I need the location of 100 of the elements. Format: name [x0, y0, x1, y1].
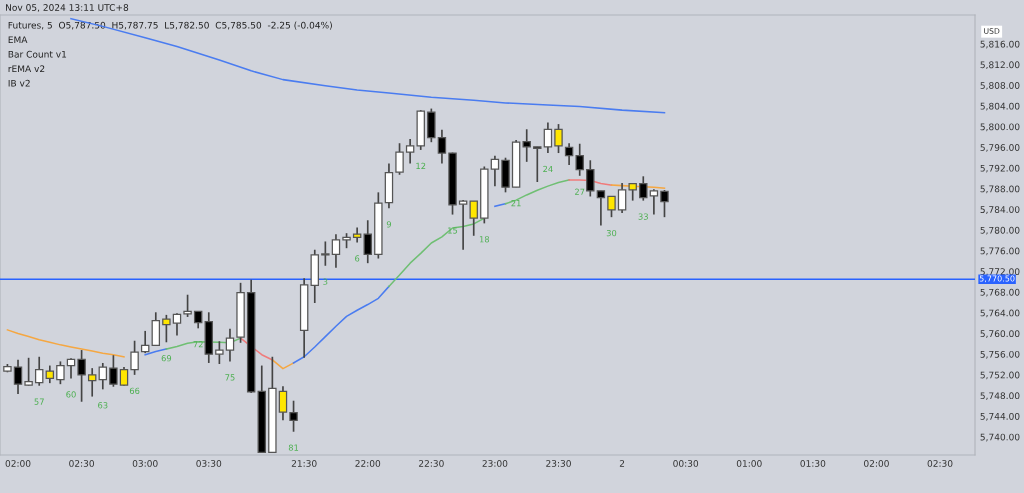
annotation: 63 [98, 402, 108, 409]
y-tick-label: 5,772.00 [980, 268, 1020, 276]
candlestick [162, 314, 171, 344]
line-series [165, 337, 242, 350]
annotation: 9 [386, 221, 392, 228]
candlestick [331, 233, 341, 269]
x-tick-label: 23:30 [546, 460, 571, 467]
annotation: 66 [129, 387, 140, 394]
candlestick [586, 159, 595, 198]
annotation: 3 [323, 278, 328, 285]
ref-line-label: 5,770.50 [979, 275, 1015, 283]
x-tick-label: 21:30 [291, 460, 317, 467]
candlestick [140, 330, 150, 354]
y-tick-label: 5,740.00 [980, 433, 1020, 442]
y-tick-label: 5,788.00 [980, 185, 1020, 194]
annotation: 6 [355, 255, 360, 262]
annotation: IB v2 [8, 79, 30, 87]
candlestick [543, 121, 553, 154]
y-tick-label: 5,800.00 [980, 123, 1020, 132]
candlestick [458, 199, 468, 251]
candlestick [24, 356, 33, 387]
candlestick [77, 349, 86, 403]
y-tick-label: 5,748.00 [980, 392, 1020, 401]
candlestick [130, 339, 139, 376]
y-tick-label: 5,760.00 [980, 330, 1020, 338]
line-series [292, 285, 390, 364]
x-tick-label: 01:00 [736, 460, 762, 467]
x-tick-label: 22:30 [418, 460, 444, 467]
line-series [504, 179, 570, 205]
candlestick [98, 362, 108, 391]
candlestick [172, 312, 182, 337]
x-tick-label: 2 [619, 460, 625, 467]
candlestick [639, 175, 648, 202]
annotation: 30 [606, 229, 617, 237]
y-tick-label: 5,744.00 [980, 412, 1020, 421]
candlestick [522, 128, 531, 163]
y-tick-label: 5,768.00 [980, 288, 1020, 297]
candlestick [321, 240, 330, 267]
candlestick [437, 128, 447, 165]
candlestick [649, 188, 659, 216]
candlestick [554, 123, 563, 154]
candlestick [119, 366, 129, 387]
annotation: 12 [416, 162, 426, 169]
candlestick [405, 138, 415, 165]
y-tick-label: 5,764.00 [980, 309, 1020, 318]
candlestick [490, 154, 500, 187]
y-tick-label: 5,752.00 [980, 371, 1020, 380]
y-tick-label: 5,784.00 [980, 206, 1020, 214]
candlestick [87, 367, 97, 398]
annotation: 15 [448, 227, 458, 234]
x-tick-label: 23:00 [482, 460, 508, 467]
annotation: 69 [161, 355, 172, 362]
annotation: Bar Count v1 [8, 50, 67, 58]
annotation: 57 [34, 398, 44, 405]
y-tick-label: 5,816.00 [980, 40, 1020, 49]
candlestick [363, 219, 372, 265]
candlestick [596, 189, 606, 227]
x-tick-label: 02:00 [5, 460, 31, 467]
candlestick [289, 399, 298, 433]
candlestick [109, 354, 118, 388]
annotation: 21 [511, 199, 521, 207]
candlestick [469, 200, 478, 237]
candlestick [564, 142, 574, 166]
y-tick-label: 5,780.00 [980, 226, 1020, 235]
x-tick-label: 22:00 [355, 460, 381, 467]
candlestick [215, 340, 224, 365]
x-tick-label: 01:30 [800, 460, 826, 467]
annotation: EMA [8, 36, 28, 43]
annotation: 18 [479, 236, 490, 243]
y-tick-label: 5,776.00 [980, 247, 1020, 256]
candlestick [56, 360, 65, 386]
x-tick-label: 02:30 [927, 460, 953, 467]
x-tick-label: 00:30 [673, 460, 699, 467]
candlestick [533, 146, 542, 183]
candlestick [225, 328, 235, 363]
candlestick [66, 357, 76, 380]
candlestick [13, 359, 23, 395]
annotation: 60 [66, 391, 76, 398]
candlestick [278, 385, 288, 422]
line-series [6, 329, 125, 358]
annotation: 24 [543, 165, 553, 173]
x-tick-label: 02:00 [864, 460, 889, 467]
annotation: 33 [638, 213, 648, 220]
annotation: 75 [225, 374, 235, 381]
y-tick-label: 5,808.00 [980, 82, 1020, 90]
candlestick [607, 195, 616, 218]
x-tick-label: 02:30 [69, 460, 95, 467]
candlestick [575, 142, 584, 177]
annotation: 81 [288, 444, 299, 451]
x-tick-label: 03:30 [196, 460, 222, 467]
y-tick-label: 5,804.00 [980, 102, 1020, 111]
candlestick [617, 182, 627, 214]
y-tick-label: 5,756.00 [980, 350, 1020, 359]
y-tick-label: 5,796.00 [980, 144, 1020, 152]
candlestick [395, 142, 404, 176]
y-tick-label: 5,812.00 [980, 61, 1020, 70]
candlestick [34, 355, 44, 387]
y-tick-label: 5,792.00 [980, 164, 1020, 173]
x-tick-label: 03:00 [132, 460, 158, 467]
text: Futures, 5 O5,787.50 H5,787.75 L5,782.50 C5,785.50 -2.25 (-0.04%) [8, 21, 332, 30]
